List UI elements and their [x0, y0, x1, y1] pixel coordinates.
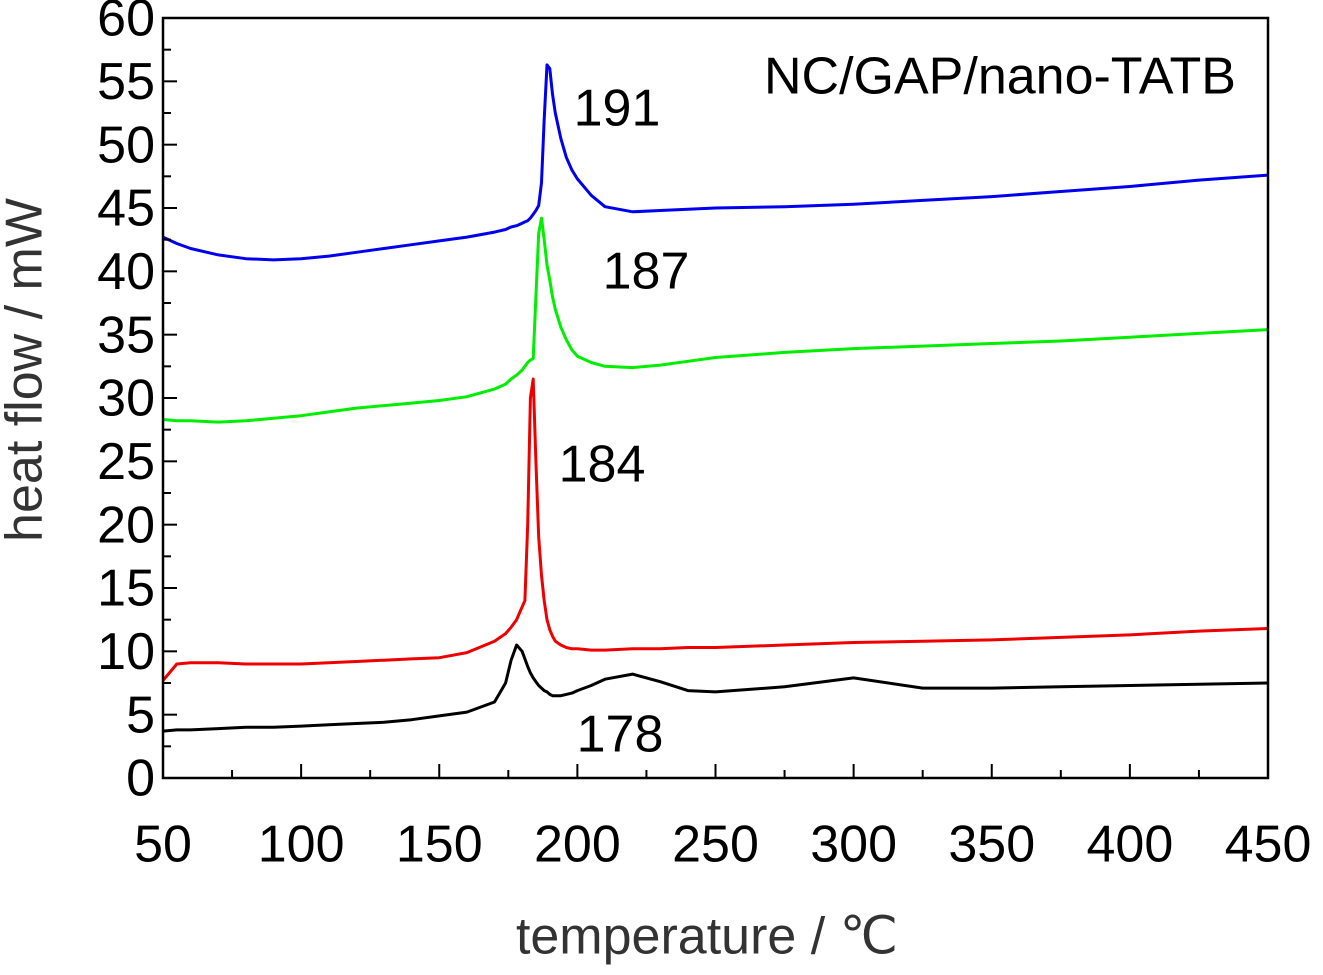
y-tick-label: 0	[126, 750, 155, 808]
x-tick-label: 350	[948, 816, 1035, 874]
x-tick-label: 50	[134, 816, 192, 874]
x-tick-label: 300	[810, 816, 897, 874]
y-tick-label: 50	[97, 116, 155, 174]
chart-title: NC/GAP/nano-TATB	[764, 48, 1236, 106]
x-tick-label: 400	[1086, 816, 1173, 874]
x-tick-label: 250	[672, 816, 759, 874]
y-tick-label: 55	[97, 53, 155, 111]
data-line	[162, 216, 1269, 424]
peak-annotation: 178	[577, 706, 664, 764]
y-tick-label: 40	[97, 243, 155, 301]
peak-annotation: 184	[559, 436, 646, 494]
x-tick-label: 100	[258, 816, 345, 874]
peak-annotation: 191	[574, 80, 661, 138]
y-tick-label: 15	[97, 560, 155, 618]
y-tick-label: 30	[97, 370, 155, 428]
y-tick-label: 25	[97, 433, 155, 491]
x-axis-title: temperature / ℃	[516, 908, 898, 966]
peak-annotation: 187	[603, 243, 690, 301]
x-tick-label: 150	[396, 816, 483, 874]
x-tick-label: 200	[534, 816, 621, 874]
y-tick-label: 35	[97, 306, 155, 364]
y-axis-title: heat flow / mW	[0, 198, 54, 542]
data-line	[162, 63, 1269, 262]
x-tick-label: 450	[1225, 816, 1312, 874]
data-line	[161, 377, 1269, 682]
y-tick-label: 20	[97, 496, 155, 554]
y-tick-label: 5	[126, 686, 155, 744]
data-line	[162, 643, 1269, 733]
y-tick-label: 10	[97, 623, 155, 681]
y-tick-label: 60	[97, 0, 155, 48]
y-tick-label: 45	[97, 180, 155, 238]
